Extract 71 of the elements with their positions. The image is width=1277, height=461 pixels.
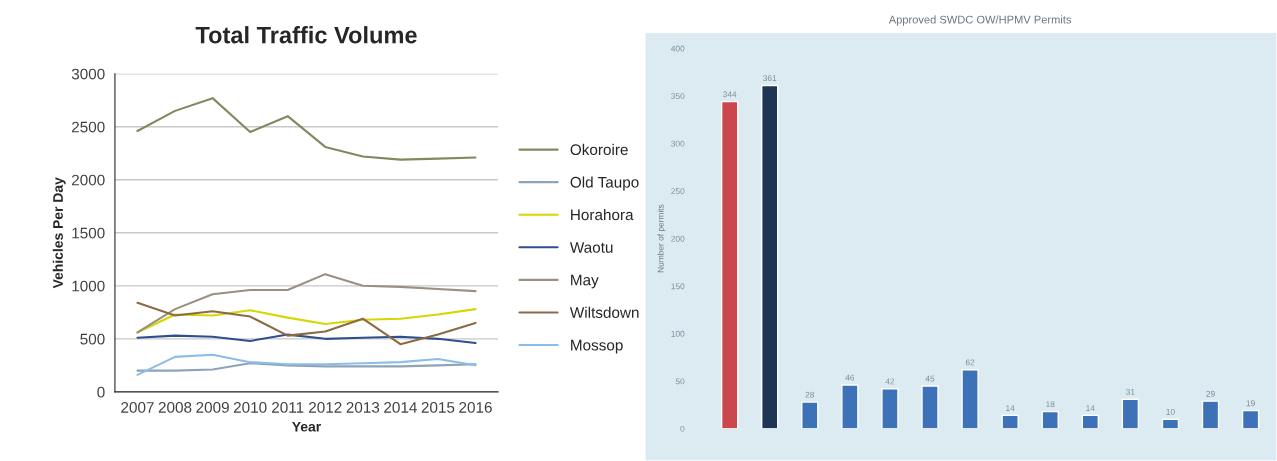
x-tick-label: 2014 xyxy=(384,401,417,413)
x-tick-label: 2007 xyxy=(121,401,154,413)
bar xyxy=(1241,409,1260,429)
y-tick-label: 2000 xyxy=(71,174,105,186)
data-label: 42 xyxy=(885,378,895,385)
line-series xyxy=(136,353,477,376)
bar xyxy=(841,384,859,429)
chart-title: Approved SWDC OW/HPMV Permits xyxy=(888,15,1072,26)
data-label: 31 xyxy=(1126,388,1135,395)
y-tick-label: 2500 xyxy=(71,121,105,133)
data-label: 29 xyxy=(1206,390,1215,397)
y-axis-title: Number of permits xyxy=(657,204,666,273)
y-tick-label: 50 xyxy=(675,378,685,385)
legend-label: Old Taupo xyxy=(570,176,639,191)
line-series xyxy=(136,308,477,334)
line-series xyxy=(136,97,477,161)
y-tick-label: 150 xyxy=(671,283,685,290)
data-label: 62 xyxy=(965,359,975,366)
y-tick-label: 250 xyxy=(671,188,685,195)
data-label: 14 xyxy=(1086,405,1095,411)
data-label: 28 xyxy=(805,391,815,398)
bar xyxy=(881,388,899,429)
data-label: 361 xyxy=(763,75,777,82)
data-label: 344 xyxy=(723,91,737,98)
y-tick-label: 1500 xyxy=(72,227,105,239)
chart-title: Total Traffic Volume xyxy=(195,26,417,44)
line-series xyxy=(136,333,477,345)
bar xyxy=(1201,400,1220,429)
line-series xyxy=(136,273,477,334)
data-label: 45 xyxy=(925,375,935,382)
legend-label: Wiltsdown xyxy=(569,306,639,318)
y-tick-label: 300 xyxy=(671,140,685,147)
bar xyxy=(761,84,779,429)
legend-label: May xyxy=(571,274,599,289)
bar xyxy=(921,385,939,429)
x-tick-label: 2009 xyxy=(196,401,229,413)
data-label: 14 xyxy=(1006,405,1015,411)
y-axis-title: Vehicles Per Day xyxy=(52,177,66,289)
y-tick-label: 400 xyxy=(671,45,685,52)
y-tick-label: 3000 xyxy=(71,68,105,80)
y-tick-label: 1000 xyxy=(72,280,105,292)
legend-label: Horahora xyxy=(571,209,634,221)
x-tick-label: 2015 xyxy=(421,401,455,413)
bar xyxy=(720,100,739,429)
x-tick-label: 2016 xyxy=(459,401,492,413)
line-series xyxy=(136,362,477,372)
x-tick-label: 2011 xyxy=(272,401,304,413)
bar xyxy=(1001,414,1019,429)
bar xyxy=(801,401,819,429)
y-tick-label: 200 xyxy=(671,235,685,242)
x-tick-label: 2013 xyxy=(346,401,380,413)
bar xyxy=(1081,414,1100,429)
bar xyxy=(1041,410,1059,429)
x-tick-label: 2010 xyxy=(233,401,267,413)
y-tick-label: 100 xyxy=(671,330,685,337)
legend-label: Waotu xyxy=(569,242,613,253)
bar xyxy=(1121,398,1140,429)
legend-label: Okoroire xyxy=(570,143,628,156)
y-tick-label: 350 xyxy=(671,93,685,100)
line-series xyxy=(136,301,477,346)
x-tick-label: 2008 xyxy=(158,401,192,413)
data-label: 18 xyxy=(1046,401,1055,408)
bar xyxy=(961,369,979,429)
data-label: 46 xyxy=(845,374,855,381)
x-tick-label: 2012 xyxy=(309,401,342,413)
y-tick-label: 500 xyxy=(80,333,105,345)
data-label: 19 xyxy=(1246,400,1255,407)
y-tick-label: 0 xyxy=(97,386,105,398)
x-axis-title: Year xyxy=(292,421,321,432)
legend-label: Mossop xyxy=(571,339,623,354)
data-label: 10 xyxy=(1166,408,1175,415)
